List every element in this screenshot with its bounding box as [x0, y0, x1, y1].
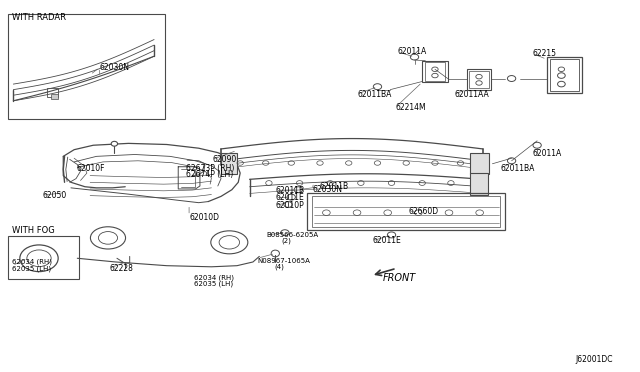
Bar [425, 62, 445, 81]
Text: WITH RADAR: WITH RADAR [12, 13, 66, 22]
Text: 62011E: 62011E [275, 193, 304, 202]
Text: 62011BA: 62011BA [500, 164, 534, 173]
Text: 62011B: 62011B [275, 186, 305, 195]
Text: B08566-6205A: B08566-6205A [266, 232, 319, 238]
Text: 62674P (LH): 62674P (LH) [186, 170, 233, 179]
Text: 62011A: 62011A [532, 149, 561, 158]
Bar [307, 193, 505, 230]
Text: 62011A: 62011A [398, 47, 427, 56]
Bar [469, 71, 488, 88]
Bar [8, 14, 165, 119]
Text: 62090: 62090 [212, 155, 237, 164]
Bar [221, 153, 237, 174]
Text: 62035 (LH): 62035 (LH) [12, 265, 51, 272]
Ellipse shape [111, 141, 118, 146]
Bar [467, 69, 491, 90]
Text: 62673P (RH): 62673P (RH) [186, 164, 234, 173]
Text: 62011E: 62011E [372, 236, 401, 246]
Text: 62010D: 62010D [189, 213, 219, 222]
Text: 62011B: 62011B [320, 182, 349, 191]
Bar [312, 196, 500, 227]
Text: 62050: 62050 [42, 191, 67, 200]
Bar [8, 235, 79, 279]
Text: 62660D: 62660D [408, 207, 438, 216]
Text: 62215: 62215 [532, 49, 556, 58]
Text: 62214M: 62214M [396, 103, 426, 112]
Bar [547, 57, 582, 93]
Bar [550, 59, 579, 91]
Text: N08967-1065A: N08967-1065A [257, 258, 310, 264]
Bar [470, 173, 488, 195]
Text: 62010P: 62010P [275, 201, 304, 210]
Text: FRONT: FRONT [383, 273, 416, 283]
Text: (4): (4) [274, 263, 284, 270]
Text: J62001DC: J62001DC [575, 355, 613, 364]
Text: WITH FOG: WITH FOG [12, 226, 55, 235]
Text: 62030N: 62030N [100, 63, 130, 72]
Text: (2): (2) [282, 238, 292, 244]
Text: 62011BA: 62011BA [357, 90, 392, 99]
Text: 62228: 62228 [109, 264, 133, 273]
Text: 62030N: 62030N [312, 185, 342, 194]
Text: 62034 (RH): 62034 (RH) [193, 275, 234, 281]
Bar [51, 94, 58, 99]
Bar [470, 153, 489, 174]
Text: 62011AA: 62011AA [454, 90, 489, 99]
Bar [47, 88, 58, 97]
Text: 62010F: 62010F [76, 164, 104, 173]
Text: 62034 (RH): 62034 (RH) [12, 259, 52, 265]
Bar [422, 61, 448, 82]
Text: 62035 (LH): 62035 (LH) [193, 281, 233, 288]
